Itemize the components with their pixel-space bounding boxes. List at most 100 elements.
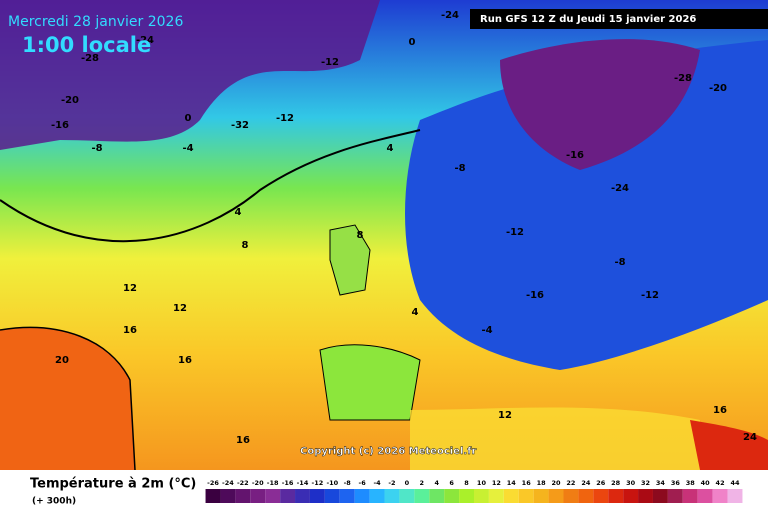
run-box xyxy=(470,9,768,29)
legend-lead: (+ 300h) xyxy=(32,497,76,507)
scale-swatch xyxy=(578,489,594,503)
scale-swatch xyxy=(727,489,743,503)
scale-swatch xyxy=(533,489,549,503)
scale-swatch xyxy=(369,489,385,503)
map-label: 0 xyxy=(409,37,416,48)
copyright: Copyright (c) 2026 Meteociel.fr xyxy=(300,446,477,457)
scale-label: 20 xyxy=(552,479,562,487)
scale-label: 6 xyxy=(449,479,454,487)
map-label: 20 xyxy=(55,355,69,366)
map-label: 24 xyxy=(743,432,757,443)
scale-label: 12 xyxy=(492,479,501,487)
scale-swatch xyxy=(205,489,221,503)
scale-label: -8 xyxy=(344,479,352,487)
scale-label: -18 xyxy=(267,479,279,487)
map-label: -4 xyxy=(182,143,193,154)
cold-zone xyxy=(0,0,380,150)
scale-label: -16 xyxy=(282,479,294,487)
scale-swatch xyxy=(429,489,445,503)
time: 1:00 locale xyxy=(22,33,151,57)
scale-swatch xyxy=(697,489,713,503)
map-label: 0 xyxy=(185,113,192,124)
scale-label: 38 xyxy=(686,479,696,487)
uk xyxy=(329,224,371,296)
map-label: -8 xyxy=(614,257,625,268)
map-label: -16 xyxy=(51,120,69,131)
map-label: -12 xyxy=(276,113,294,124)
scale-label: 10 xyxy=(477,479,487,487)
scale-swatch xyxy=(384,489,400,503)
scale-label: 16 xyxy=(522,479,532,487)
map-label: 16 xyxy=(236,435,250,446)
map-label: 12 xyxy=(123,283,137,294)
map-label: -4 xyxy=(481,325,492,336)
scale-swatch xyxy=(488,489,504,503)
map-label: -28 xyxy=(81,53,99,64)
scale-label: 40 xyxy=(701,479,711,487)
scale-label: 28 xyxy=(611,479,621,487)
scale-label: 24 xyxy=(581,479,591,487)
scale-label: 22 xyxy=(566,479,575,487)
scale-swatch xyxy=(503,489,519,503)
scale-label: 32 xyxy=(641,479,650,487)
scale-label: 8 xyxy=(464,479,469,487)
scale-swatch xyxy=(518,489,534,503)
scale-swatch xyxy=(339,489,355,503)
scale-label: 18 xyxy=(537,479,547,487)
scale-swatch xyxy=(474,489,489,503)
scale-label: -12 xyxy=(312,479,324,487)
scale-swatch xyxy=(309,489,325,503)
scale-label: 44 xyxy=(730,479,740,487)
scale-swatch xyxy=(324,489,340,503)
scale-swatch xyxy=(220,489,236,503)
scale-swatch xyxy=(608,489,624,503)
map-label: -24 xyxy=(136,35,154,46)
map-label: -12 xyxy=(321,57,339,68)
scale-label: -14 xyxy=(297,479,309,487)
scale-swatch xyxy=(280,489,296,503)
legend-title: Température à 2m (°C) xyxy=(30,477,196,492)
map-label: -8 xyxy=(91,143,102,154)
map-label: 16 xyxy=(123,325,137,336)
scale-swatch xyxy=(235,489,251,503)
scale-label: 42 xyxy=(716,479,725,487)
scale-swatch xyxy=(250,489,266,503)
map-label: -24 xyxy=(441,10,459,21)
scale-label: 26 xyxy=(596,479,606,487)
scale-swatch xyxy=(548,489,564,503)
iberia xyxy=(319,344,421,421)
map-label: -12 xyxy=(506,227,524,238)
map-label: 8 xyxy=(357,230,364,241)
scale-swatch xyxy=(652,489,668,503)
color-scale: -26 -24 -22 -20 -18 -16 -14 -12 -10 -8 -6 -4 -2 0 2 4 6 8… xyxy=(205,479,743,503)
map-label: 8 xyxy=(242,240,249,251)
scale-swatch xyxy=(593,489,609,503)
scale-label: 36 xyxy=(671,479,681,487)
map-label: 16 xyxy=(713,405,727,416)
scale-swatch xyxy=(354,489,370,503)
map: -28 -24 -20 -16 -8 -4 0 4 8 12 16 20 16 -16 -24 -12 -16 -… xyxy=(0,0,768,471)
scale-label: 0 xyxy=(405,479,410,487)
scale-label: -10 xyxy=(326,479,338,487)
hot-zone xyxy=(690,420,768,470)
map-label: -20 xyxy=(61,95,79,106)
run: Run GFS 12 Z du Jeudi 15 janvier 2026 xyxy=(480,14,696,25)
map-label: -28 xyxy=(674,73,692,84)
scale-swatch xyxy=(638,489,653,503)
scale-label: 14 xyxy=(507,479,517,487)
map-label: 4 xyxy=(235,207,242,218)
scale-label: 30 xyxy=(626,479,636,487)
very-cold xyxy=(500,39,700,170)
date: Mercredi 28 janvier 2026 xyxy=(8,14,183,30)
north-africa xyxy=(410,407,700,470)
scale-swatch xyxy=(682,489,698,503)
isotherm xyxy=(0,129,421,243)
scale-label: -20 xyxy=(252,479,264,487)
scale-swatch xyxy=(414,489,430,503)
scale-swatch xyxy=(712,489,728,503)
scale-label: -24 xyxy=(222,479,234,487)
map-label: -8 xyxy=(454,163,465,174)
scale-label: -26 xyxy=(207,479,219,487)
scale-label: -4 xyxy=(373,479,381,487)
